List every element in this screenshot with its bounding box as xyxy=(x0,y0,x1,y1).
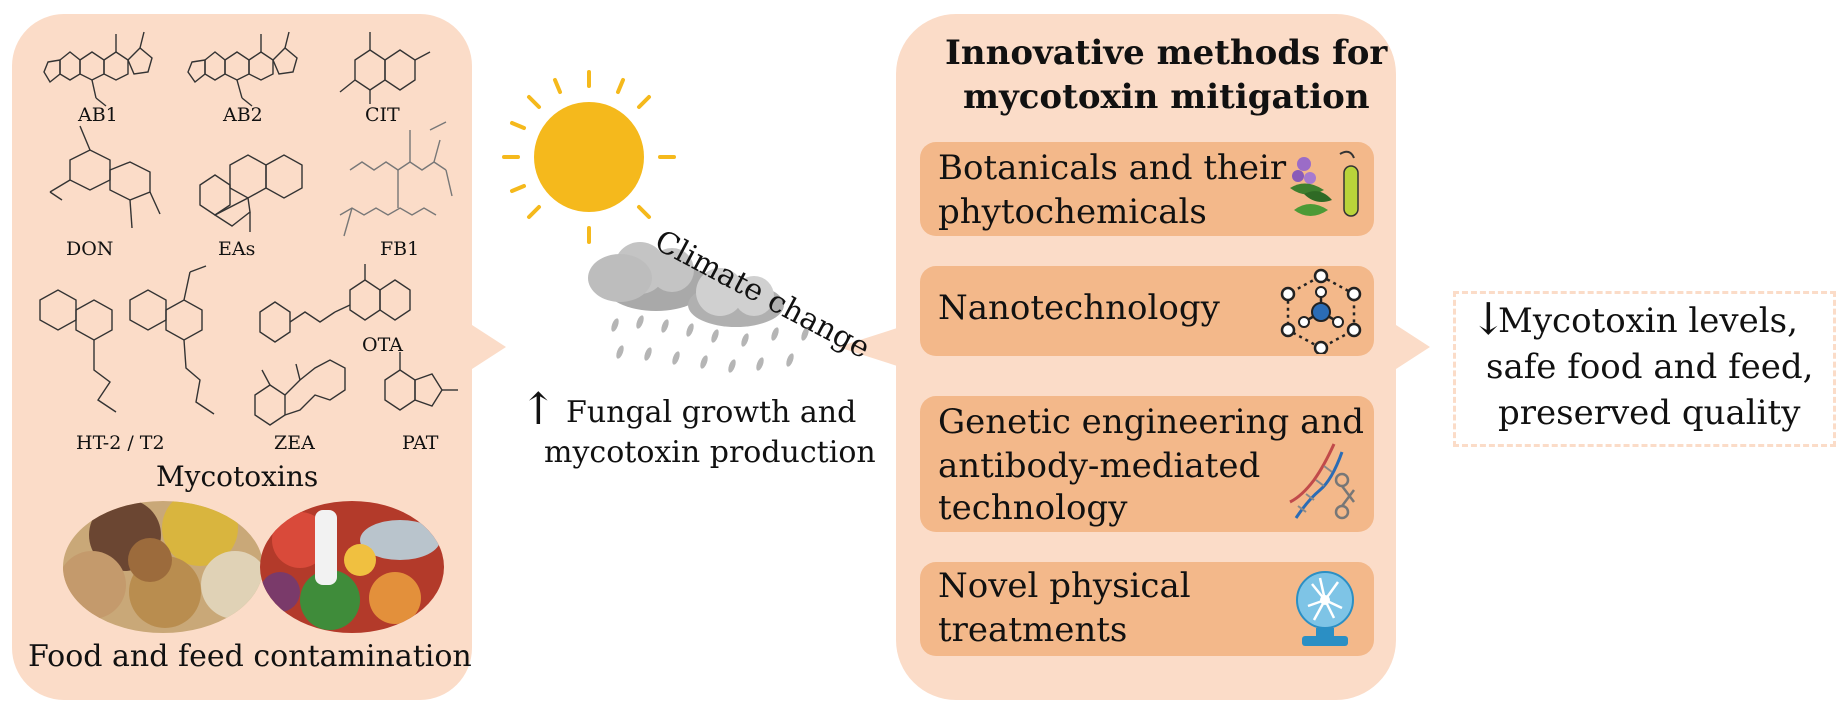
plasma-globe-icon xyxy=(1296,571,1354,646)
method-genetic-line3: technology xyxy=(938,488,1128,528)
ht2-t2-structure xyxy=(39,265,215,415)
label-fb1: FB1 xyxy=(380,238,420,260)
eas-structure xyxy=(199,154,303,232)
method-physical-treatments: Novel physical treatments xyxy=(920,562,1374,656)
method-genetic-line2: antibody-mediated xyxy=(938,446,1261,486)
outcome-line3: preserved quality xyxy=(1498,393,1801,433)
ota-structure xyxy=(259,264,411,343)
methods-title-line2: mycotoxin mitigation xyxy=(963,77,1370,117)
left-panel-arrow xyxy=(472,325,506,369)
dna-scissors-icon xyxy=(1289,443,1355,520)
label-ht2-t2: HT-2 / T2 xyxy=(76,432,165,454)
fb1-structure xyxy=(339,121,453,237)
fungal-growth-line1: Fungal growth and xyxy=(566,395,857,430)
nanoparticle-icon xyxy=(1280,268,1362,354)
ab2-structure xyxy=(187,31,298,107)
method-botanicals-line2: phytochemicals xyxy=(938,192,1207,232)
sun-icon xyxy=(502,70,676,244)
method-genetic-engineering: Genetic engineering and antibody-mediate… xyxy=(920,396,1374,532)
label-zea: ZEA xyxy=(274,432,315,454)
don-structure xyxy=(49,125,161,229)
method-genetic-line1: Genetic engineering and xyxy=(938,402,1365,442)
fungal-growth-arrow: ↑ xyxy=(520,384,557,435)
ab1-structure xyxy=(43,31,153,107)
outcome-box xyxy=(1453,291,1836,447)
outcome-line1: Mycotoxin levels, xyxy=(1498,301,1798,341)
label-pat: PAT xyxy=(402,432,439,454)
food-contamination-caption: Food and feed contamination xyxy=(28,639,472,674)
outcome-down-arrow: ↓ xyxy=(1470,294,1507,345)
label-eas: EAs xyxy=(218,238,256,260)
method-nanotechnology-line1: Nanotechnology xyxy=(938,288,1220,328)
method-nanotechnology: Nanotechnology xyxy=(920,266,1374,356)
method-botanicals-line1: Botanicals and their xyxy=(938,148,1287,188)
rain-cloud-icon xyxy=(588,242,809,373)
right-panel-arrow xyxy=(1396,325,1430,369)
food-plate-image xyxy=(260,501,444,633)
cit-structure xyxy=(339,32,431,104)
label-don: DON xyxy=(66,238,114,260)
method-botanicals: Botanicals and their phytochemicals xyxy=(920,142,1374,236)
mycotoxins-title: Mycotoxins xyxy=(156,460,319,493)
grain-pile-image xyxy=(63,501,263,633)
fungal-growth-line2: mycotoxin production xyxy=(544,435,876,470)
label-ab2: AB2 xyxy=(223,104,263,126)
outcome-line2: safe food and feed, xyxy=(1486,347,1814,387)
method-physical-line2: treatments xyxy=(938,610,1128,650)
label-cit: CIT xyxy=(365,104,400,126)
zea-structure xyxy=(254,359,346,426)
methods-title-line1: Innovative methods for xyxy=(945,33,1388,73)
label-ab1: AB1 xyxy=(78,104,118,126)
label-ota: OTA xyxy=(362,334,403,356)
method-physical-line1: Novel physical xyxy=(938,566,1191,606)
pat-structure xyxy=(384,352,458,411)
botanical-plant-icon xyxy=(1290,150,1359,217)
